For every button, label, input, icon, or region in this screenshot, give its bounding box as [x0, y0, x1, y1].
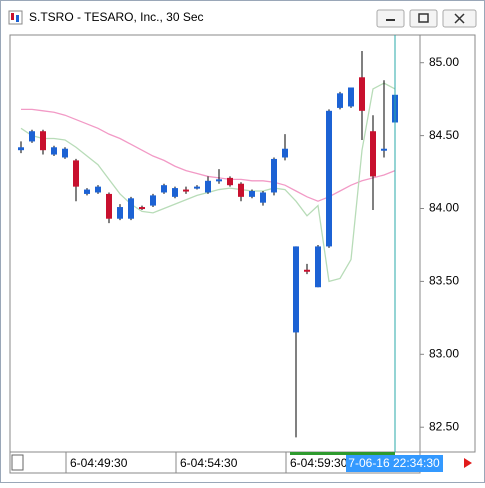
- candle-body: [183, 189, 189, 192]
- session-highlight: [290, 452, 395, 455]
- candle-body: [172, 188, 178, 197]
- candle-body: [62, 148, 68, 158]
- candle-body: [216, 179, 222, 182]
- scroll-right-arrow[interactable]: [456, 458, 472, 468]
- candle-body: [73, 160, 79, 187]
- candle-body: [260, 192, 266, 203]
- y-tick-label: 83.50: [429, 274, 459, 288]
- candle-body: [238, 183, 244, 197]
- cursor-label: 7-06-16 22:34:30: [348, 456, 440, 470]
- candle-body: [161, 185, 167, 193]
- y-tick-label: 84.50: [429, 128, 459, 142]
- candle-body: [18, 147, 24, 151]
- y-tick-label: 82.50: [429, 419, 459, 433]
- y-tick-label: 85.00: [429, 55, 459, 69]
- maximize-button[interactable]: [409, 9, 438, 28]
- y-tick-label: 84.00: [429, 201, 459, 215]
- candle-body: [282, 148, 288, 158]
- candle-body: [271, 158, 277, 193]
- candle-body: [359, 77, 365, 111]
- close-button[interactable]: [442, 9, 477, 28]
- candle-body: [117, 207, 123, 219]
- candle-body: [326, 110, 332, 247]
- cursor-label-box: [346, 455, 443, 472]
- candle-body: [84, 189, 90, 194]
- moving-average-line: [21, 108, 396, 202]
- candle-body: [227, 177, 233, 186]
- scroll-box[interactable]: [11, 454, 24, 471]
- candle-body: [194, 186, 200, 189]
- candle-body: [40, 131, 46, 151]
- x-tick-label: 6-04:59:30: [290, 456, 348, 470]
- candle-body: [381, 148, 387, 151]
- app-icon: [8, 10, 23, 25]
- candle-body: [304, 269, 310, 272]
- candle-body: [370, 131, 376, 177]
- x-tick-label: 6-04:54:30: [180, 456, 238, 470]
- candle-body: [29, 131, 35, 142]
- candle-body: [348, 87, 354, 107]
- candle-body: [205, 180, 211, 193]
- chart-panel: [9, 34, 476, 453]
- candle-body: [150, 195, 156, 206]
- candle-body: [51, 147, 57, 155]
- minimize-button[interactable]: [376, 9, 405, 28]
- candle-body: [128, 198, 134, 219]
- candle-body: [249, 191, 255, 197]
- candle-body: [139, 207, 145, 210]
- candle-body: [315, 246, 321, 288]
- candle-body: [95, 186, 101, 193]
- candle-body: [106, 193, 112, 219]
- candle-body: [293, 246, 299, 333]
- window-title: S.TSRO - TESARO, Inc., 30 Sec: [29, 10, 204, 24]
- x-tick-label: 6-04:49:30: [70, 456, 128, 470]
- y-tick-label: 83.00: [429, 346, 459, 360]
- candle-body: [337, 93, 343, 108]
